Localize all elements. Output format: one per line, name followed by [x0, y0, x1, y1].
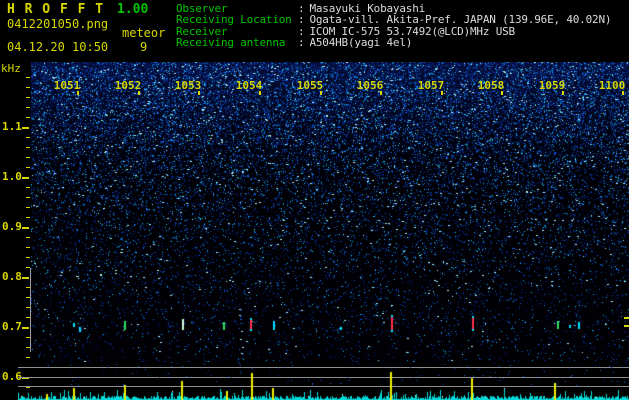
freq-minor-tick: [26, 257, 30, 258]
time-tick: [441, 91, 443, 95]
edge-tick: [624, 325, 629, 327]
info-row: Receiving Location: Ogata-vill. Akita-Pre…: [176, 13, 612, 27]
info-value: ICOM IC-575 53.7492(@LCD)MHz USB: [309, 24, 515, 38]
app-title: H R O F F T: [7, 2, 105, 17]
info-label: Receiving Location: [176, 13, 292, 27]
freq-tick-label: 0.7: [2, 320, 22, 333]
freq-minor-tick: [26, 117, 30, 118]
time-tick: [77, 91, 79, 95]
time-tick: [138, 91, 140, 95]
time-tick: [622, 91, 624, 95]
time-tick: [562, 91, 564, 95]
output-filename: 0412201050.png: [7, 17, 109, 31]
time-tick-label: 1054: [235, 79, 263, 92]
info-label: Receiving antenna: [176, 35, 286, 49]
freq-minor-tick: [26, 87, 30, 88]
time-tick: [259, 91, 261, 95]
time-tick: [380, 91, 382, 95]
info-separator: :: [298, 24, 305, 38]
freq-minor-tick: [26, 267, 30, 268]
freq-minor-tick: [26, 137, 30, 138]
freq-major-tick: [22, 277, 29, 279]
datetime-label: 04.12.20 10:50: [7, 40, 109, 54]
freq-tick-label: 0.9: [2, 220, 22, 233]
time-tick: [501, 91, 503, 95]
freq-minor-tick: [26, 247, 30, 248]
info-separator: :: [298, 2, 305, 15]
freq-minor-tick: [26, 337, 30, 338]
freq-minor-tick: [26, 107, 30, 108]
freq-tick-label: 1.1: [2, 120, 22, 133]
freq-minor-tick: [26, 317, 30, 318]
freq-major-tick: [22, 227, 29, 229]
freq-minor-tick: [26, 157, 30, 158]
info-row: Receiving antenna: A504HB(yagi 4el): [176, 36, 412, 49]
time-tick-label: 1057: [417, 79, 445, 92]
time-tick-label: 1055: [296, 79, 324, 92]
time-tick-label: 1053: [174, 79, 202, 92]
freq-minor-tick: [26, 197, 30, 198]
info-value: Ogata-vill. Akita-Pref. JAPAN (139.96E, …: [309, 13, 612, 27]
freq-minor-tick: [26, 207, 30, 208]
info-value: Masayuki Kobayashi: [309, 2, 426, 15]
left-marker-line: [30, 268, 31, 352]
spectrogram-canvas: [31, 62, 629, 362]
power-trace-canvas: [18, 362, 629, 400]
freq-minor-tick: [26, 237, 30, 238]
mode-label: meteor: [122, 26, 166, 40]
time-tick-label: 1100: [598, 79, 626, 92]
time-tick: [198, 91, 200, 95]
freq-minor-tick: [26, 297, 30, 298]
time-tick-label: 1056: [356, 79, 384, 92]
freq-tick-label: 1.0: [2, 170, 22, 183]
freq-minor-tick: [26, 167, 30, 168]
freq-tick-label: 0.8: [2, 270, 22, 283]
info-separator: :: [298, 13, 305, 27]
freq-minor-tick: [26, 217, 30, 218]
freq-minor-tick: [26, 77, 30, 78]
time-tick-label: 1051: [53, 79, 81, 92]
freq-axis-unit: kHz: [1, 62, 21, 75]
freq-major-tick: [22, 327, 29, 329]
info-value: A504HB(yagi 4el): [309, 35, 413, 49]
freq-minor-tick: [26, 97, 30, 98]
info-label: Observer: [176, 2, 228, 15]
freq-minor-tick: [26, 287, 30, 288]
freq-minor-tick: [26, 147, 30, 148]
info-label: Receiver: [176, 24, 228, 38]
freq-major-tick: [22, 177, 29, 179]
info-row: Receiver: ICOM IC-575 53.7492(@LCD)MHz US…: [176, 25, 515, 38]
time-tick-label: 1059: [538, 79, 566, 92]
freq-minor-tick: [26, 347, 30, 348]
freq-minor-tick: [26, 357, 30, 358]
meteor-count: 9: [140, 40, 148, 54]
freq-minor-tick: [26, 307, 30, 308]
edge-tick: [624, 317, 629, 319]
info-row: Observer: Masayuki Kobayashi: [176, 2, 425, 15]
time-tick: [320, 91, 322, 95]
time-tick-label: 1052: [114, 79, 142, 92]
app-version: 1.00: [117, 2, 149, 17]
info-separator: :: [298, 35, 305, 49]
freq-major-tick: [22, 127, 29, 129]
freq-minor-tick: [26, 187, 30, 188]
time-tick-label: 1058: [477, 79, 505, 92]
freq-tick-label: 0.6: [2, 370, 22, 383]
